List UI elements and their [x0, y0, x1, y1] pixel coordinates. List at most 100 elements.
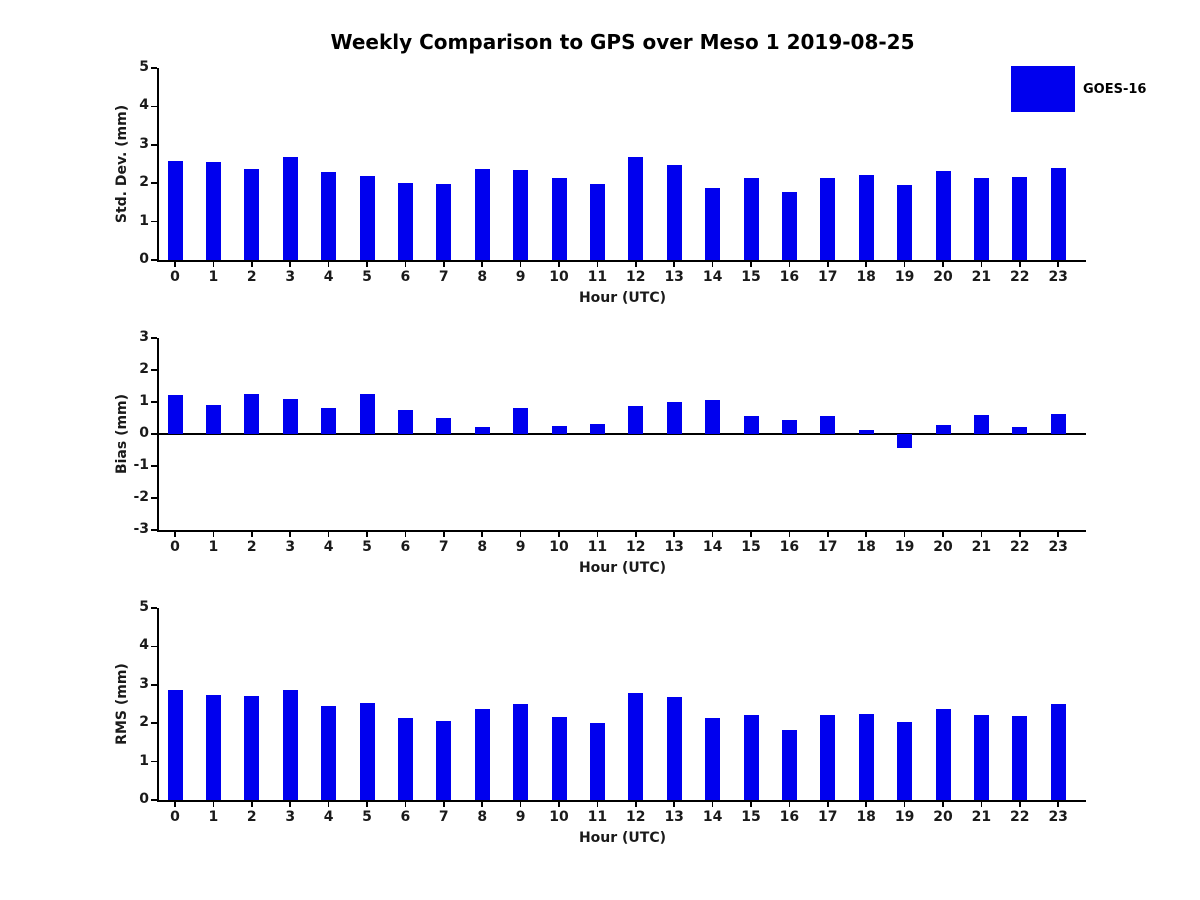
bar-bias-hour-2	[244, 394, 260, 434]
x-tickmark-std-dev	[788, 261, 791, 267]
x-tick-label-std-dev: 4	[323, 269, 334, 285]
x-tickmark-bias	[327, 531, 330, 537]
y-tickmark-rms	[151, 760, 158, 763]
x-tickmark-rms	[443, 801, 445, 807]
x-tickmark-bias	[750, 531, 752, 537]
x-tickmark-bias	[635, 531, 637, 537]
x-tick-label-bias: 20	[933, 539, 953, 555]
x-tick-label-rms: 6	[400, 809, 411, 825]
x-tickmark-bias	[673, 531, 675, 537]
x-tick-label-bias: 16	[779, 539, 800, 555]
bar-bias-hour-0	[167, 395, 183, 434]
bar-rms-hour-23	[1050, 704, 1066, 800]
y-tick-label-std-dev: 2	[139, 174, 149, 191]
y-tick-label-bias: -2	[133, 489, 149, 505]
x-tick-label-std-dev: 21	[971, 269, 992, 285]
x-tick-label-std-dev: 7	[438, 269, 449, 285]
x-tick-label-std-dev: 6	[400, 269, 411, 285]
x-tickmark-rms	[865, 801, 867, 807]
bar-bias-hour-23	[1050, 413, 1066, 434]
x-tick-label-rms: 21	[971, 809, 992, 825]
x-tickmark-std-dev	[942, 261, 944, 267]
x-tickmark-rms	[673, 801, 675, 807]
x-tickmark-rms	[635, 801, 637, 807]
x-tickmark-bias	[865, 531, 867, 537]
x-tickmark-std-dev	[174, 261, 176, 267]
x-tick-label-std-dev: 23	[1048, 269, 1068, 285]
x-tick-label-std-dev: 14	[702, 269, 723, 285]
bar-bias-hour-12	[628, 406, 644, 434]
bar-bias-hour-4	[321, 407, 337, 434]
bar-std-dev-hour-9	[513, 170, 529, 260]
bar-std-dev-hour-7	[436, 183, 452, 260]
bar-std-dev-hour-11	[589, 183, 605, 260]
x-tickmark-rms	[327, 801, 330, 807]
bar-rms-hour-10	[551, 716, 567, 800]
x-tickmark-rms	[711, 801, 714, 807]
x-tickmark-bias	[942, 531, 944, 537]
x-tickmark-bias	[711, 531, 714, 537]
x-tickmark-bias	[289, 531, 291, 537]
x-tick-label-std-dev: 9	[515, 269, 526, 285]
y-tickmark-bias	[151, 497, 158, 499]
bar-rms-hour-6	[397, 718, 413, 800]
x-tick-label-bias: 3	[285, 539, 296, 555]
x-tickmark-std-dev	[711, 261, 714, 267]
bar-std-dev-hour-3	[282, 157, 298, 260]
x-tick-label-std-dev: 20	[933, 269, 953, 285]
bar-rms-hour-15	[743, 714, 759, 800]
bar-std-dev-hour-14	[705, 187, 721, 260]
bar-std-dev-hour-15	[743, 177, 759, 260]
x-tick-label-std-dev: 16	[779, 269, 800, 285]
bar-rms-hour-0	[167, 689, 183, 800]
x-tickmark-rms	[481, 801, 483, 807]
bar-rms-hour-4	[321, 705, 337, 800]
x-tick-label-rms: 16	[779, 809, 800, 825]
bar-std-dev-hour-8	[474, 168, 490, 260]
x-tickmark-rms	[1057, 801, 1059, 807]
y-axis-spine-bias	[157, 338, 159, 530]
y-tickmark-bias	[151, 465, 158, 467]
x-tick-label-bias: 10	[549, 539, 569, 555]
x-tick-label-bias: 6	[400, 539, 411, 555]
y-tick-label-std-dev: 5	[139, 59, 149, 75]
x-tick-label-bias: 4	[323, 539, 334, 555]
x-tickmark-rms	[519, 801, 522, 807]
bar-rms-hour-14	[705, 718, 721, 800]
x-tickmark-std-dev	[251, 261, 253, 267]
x-tick-label-rms: 3	[285, 809, 296, 825]
y-tick-label-bias: -1	[133, 457, 149, 473]
y-tickmark-std-dev	[151, 182, 158, 184]
bar-rms-hour-8	[474, 708, 490, 800]
x-tick-label-std-dev: 13	[664, 269, 684, 285]
x-tick-label-rms: 14	[702, 809, 723, 825]
x-axis-label-rms: Hour (UTC)	[578, 830, 667, 846]
x-tick-label-rms: 7	[438, 809, 449, 825]
y-tick-label-rms: 5	[139, 599, 149, 615]
x-tick-label-rms: 15	[741, 809, 761, 825]
x-tick-label-bias: 19	[894, 539, 915, 555]
x-tickmark-bias	[251, 531, 253, 537]
bar-std-dev-hour-6	[397, 182, 413, 260]
bar-bias-hour-14	[705, 399, 721, 434]
x-tick-label-bias: 23	[1048, 539, 1068, 555]
x-tickmark-bias	[174, 531, 176, 537]
x-tick-label-bias: 13	[664, 539, 684, 555]
y-tickmark-std-dev	[151, 67, 158, 69]
x-tickmark-rms	[251, 801, 253, 807]
x-tick-label-bias: 0	[170, 539, 180, 555]
x-tickmark-bias	[1019, 531, 1021, 537]
x-tick-label-rms: 20	[933, 809, 953, 825]
x-tickmark-std-dev	[404, 261, 407, 267]
x-tick-label-rms: 13	[664, 809, 684, 825]
x-tick-label-bias: 8	[477, 539, 488, 555]
x-tick-label-std-dev: 2	[246, 269, 257, 285]
bar-bias-hour-11	[589, 423, 605, 434]
y-tick-label-bias: 2	[139, 361, 149, 377]
x-tick-label-bias: 17	[818, 539, 838, 555]
x-tick-label-rms: 23	[1048, 809, 1068, 825]
bar-rms-hour-19	[897, 722, 913, 800]
x-tickmark-std-dev	[443, 261, 445, 267]
x-tickmark-bias	[366, 531, 368, 537]
